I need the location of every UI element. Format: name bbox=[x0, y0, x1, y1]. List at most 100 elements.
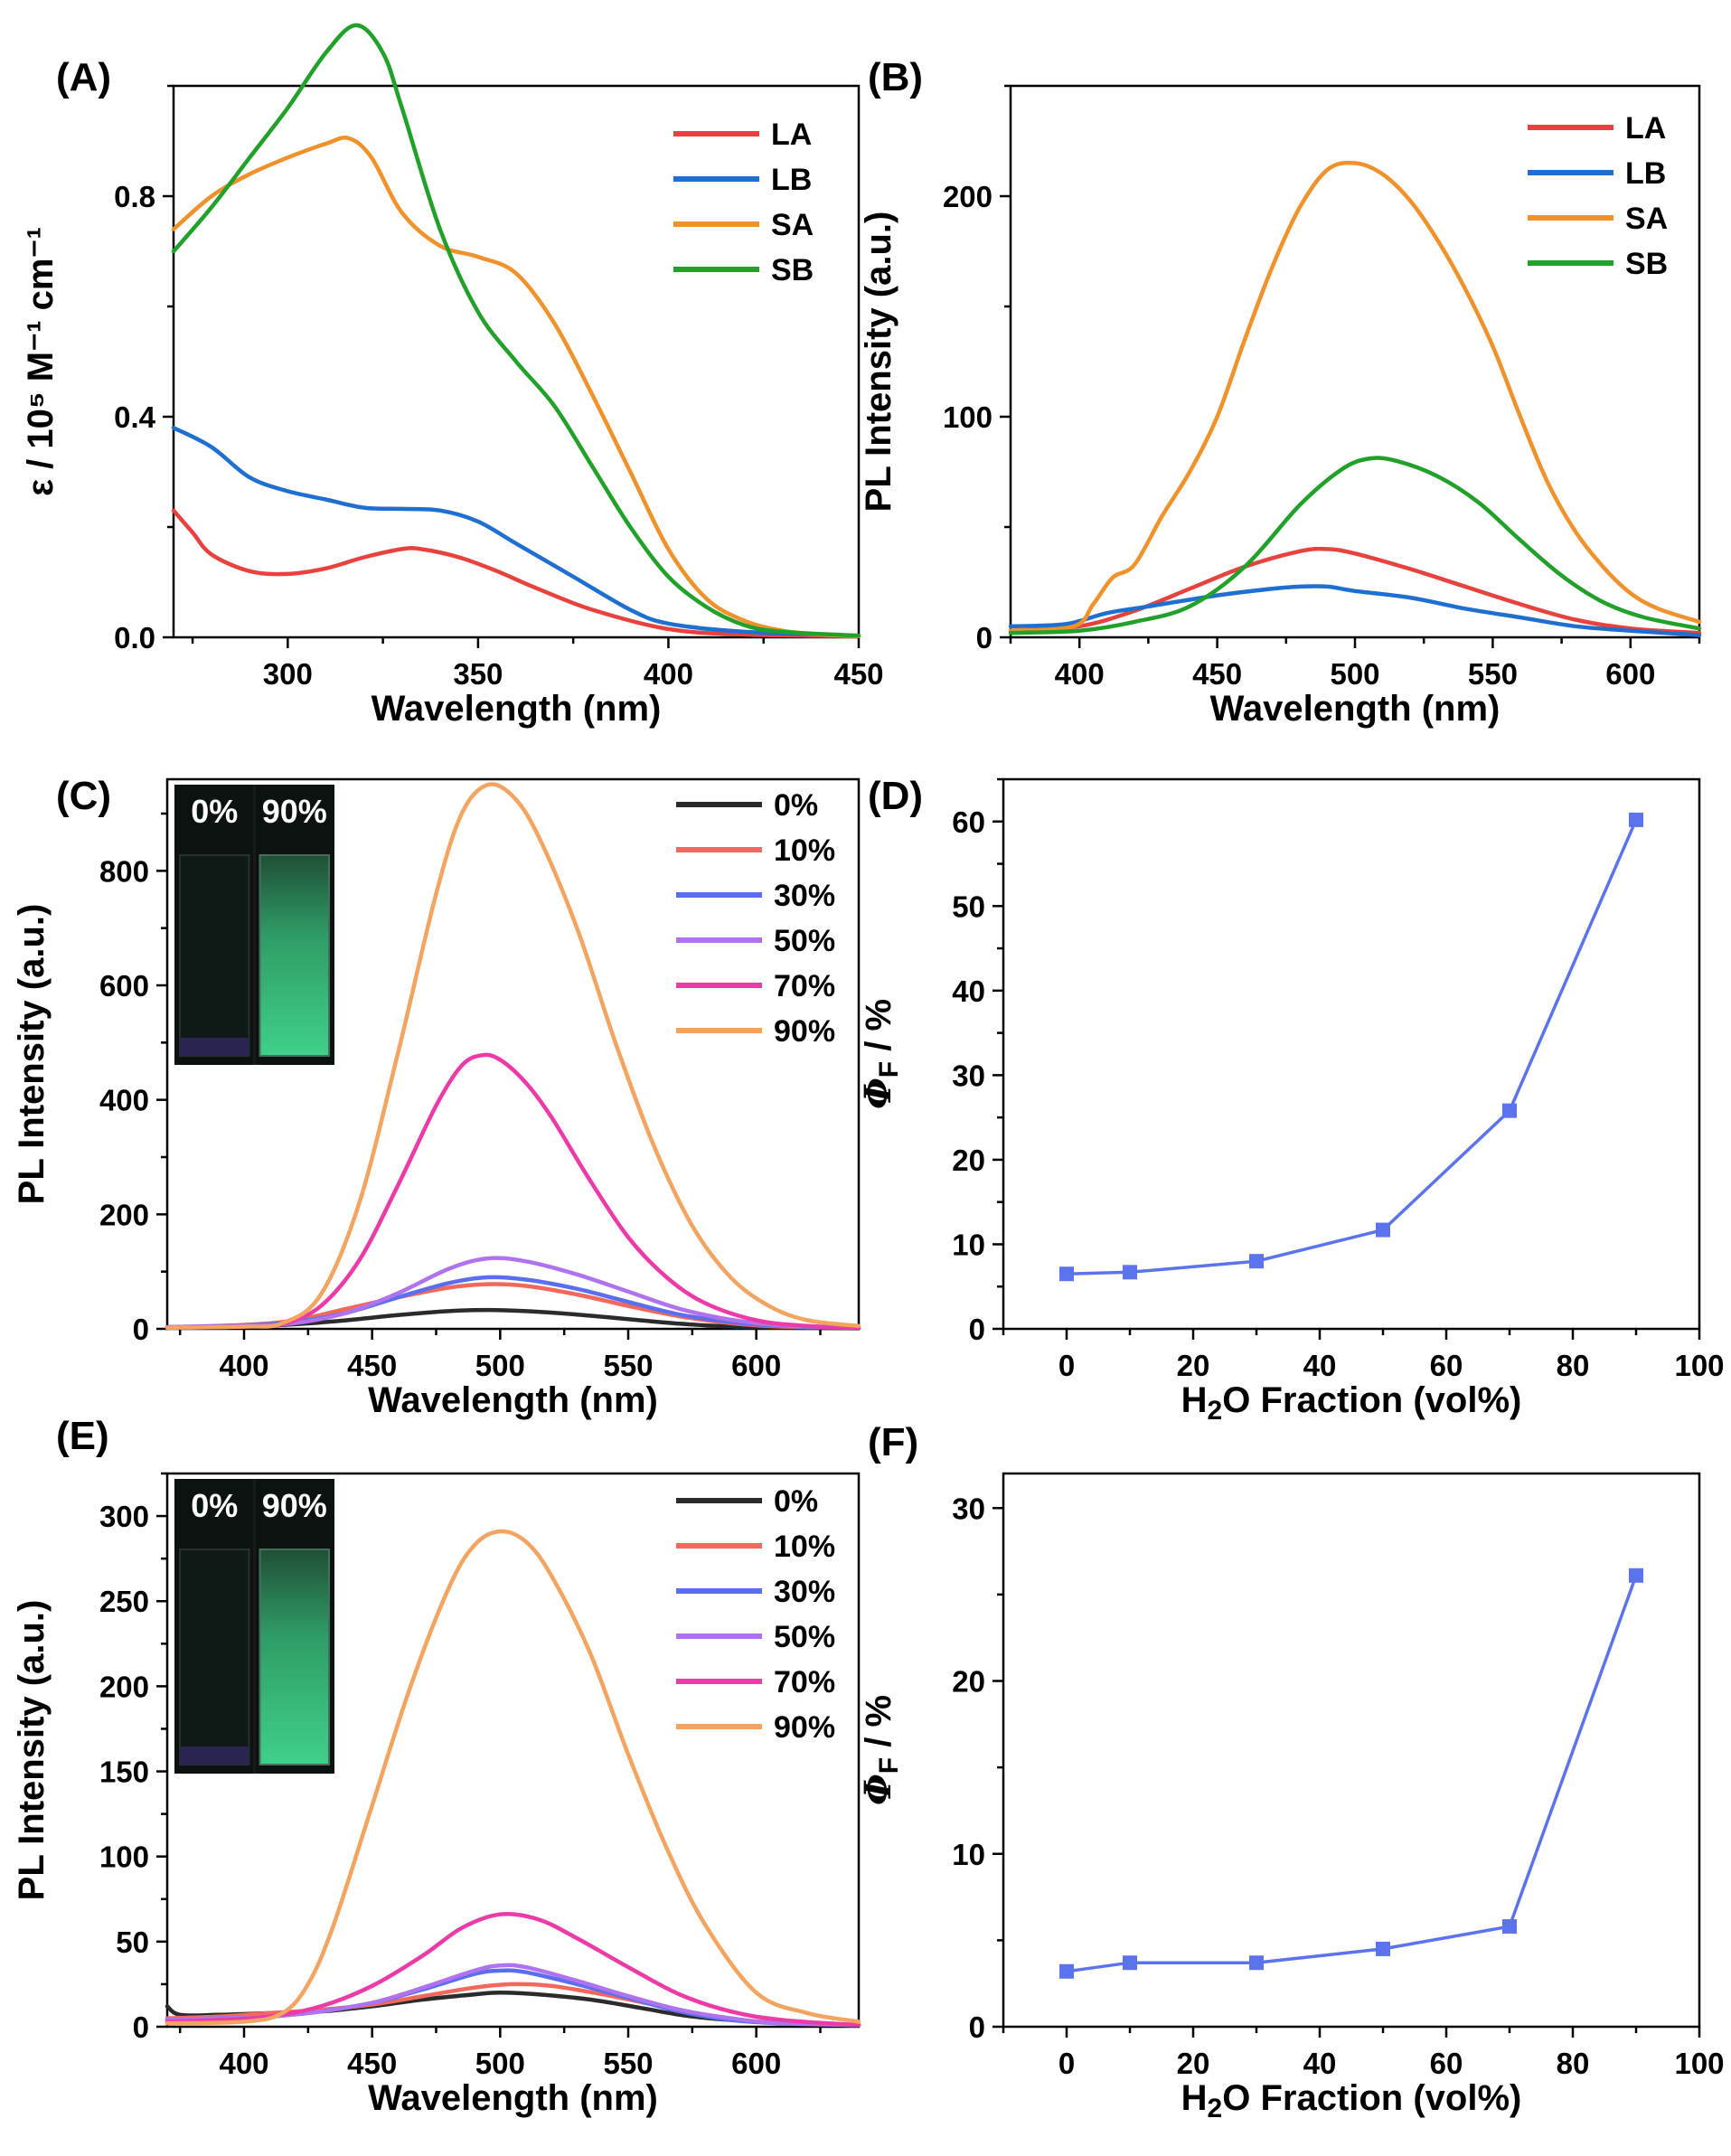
x-axis-title: Wavelength (nm) bbox=[1210, 689, 1501, 729]
series-line-90pct bbox=[165, 1529, 861, 2026]
y-tick-label: 150 bbox=[99, 1756, 149, 1789]
y-tick-label: 200 bbox=[943, 180, 993, 213]
series-connector-line bbox=[1066, 819, 1638, 1276]
data-point-marker bbox=[1123, 1265, 1137, 1280]
series-line-sb bbox=[171, 23, 861, 638]
x-axis-title-part: H bbox=[1181, 1380, 1208, 1420]
x-tick-label: 20 bbox=[1177, 2047, 1210, 2080]
panel-b: (B) 400 450 500 550 600 0 100 200 Wavelength (nm)… bbox=[859, 55, 1702, 729]
y-axis-title-phi: Φ bbox=[857, 1078, 899, 1109]
x-axis-title: Wavelength (nm) bbox=[368, 2078, 658, 2118]
inset-vial-90-percent bbox=[259, 854, 330, 1057]
legend-label: LA bbox=[771, 118, 812, 152]
y-tick-label: 10 bbox=[952, 1228, 985, 1261]
x-tick-label: 20 bbox=[1177, 1349, 1210, 1382]
data-point-marker bbox=[1502, 1103, 1517, 1118]
y-tick-label: 400 bbox=[99, 1084, 149, 1117]
y-tick-label: 200 bbox=[99, 1198, 149, 1231]
legend-label: 50% bbox=[774, 1620, 835, 1654]
data-point-marker bbox=[1376, 1941, 1390, 1956]
y-tick-label: 50 bbox=[952, 890, 985, 923]
y-tick-label: 0 bbox=[969, 1313, 985, 1346]
plot-frame bbox=[165, 1472, 861, 2029]
panel-label: (D) bbox=[868, 774, 923, 818]
x-tick-label: 450 bbox=[833, 657, 883, 691]
series-line-50pct bbox=[165, 1256, 861, 1330]
y-tick-label: 0.0 bbox=[114, 621, 155, 654]
data-point-marker bbox=[1629, 1568, 1643, 1583]
inset-label-0-percent: 0% bbox=[191, 1487, 238, 1524]
plot-frame bbox=[172, 84, 861, 639]
series-connector-line bbox=[1066, 1575, 1638, 1973]
y-axis-title-subscript: F bbox=[874, 1061, 904, 1078]
x-tick-label: 600 bbox=[1605, 657, 1655, 691]
series-line-sb bbox=[1008, 456, 1702, 636]
inset-vial-0-base-glow bbox=[180, 1038, 249, 1056]
panel-c: (C) 0% 90% 400 450 500 550 600 0 200 400 600 800 Wave… bbox=[12, 774, 861, 1420]
legend-label: 50% bbox=[774, 924, 835, 958]
inset-vial-0-base-glow bbox=[180, 1746, 249, 1765]
x-axis-title: H2O Fraction (vol%) bbox=[1181, 2078, 1522, 2123]
plot-frame bbox=[1002, 1472, 1701, 2029]
data-point-marker bbox=[1249, 1254, 1264, 1269]
x-tick-label: 600 bbox=[731, 1349, 781, 1382]
x-tick-label: 500 bbox=[475, 1349, 525, 1382]
inset-vial-0-percent bbox=[179, 1549, 250, 1765]
legend-label: SB bbox=[1625, 247, 1668, 281]
data-point-marker bbox=[1059, 1963, 1074, 1979]
panel-a: (A) 300 350 400 450 0.0 0.4 0.8 Wavelength (nm) ε… bbox=[21, 23, 884, 729]
y-tick-label: 100 bbox=[99, 1841, 149, 1874]
legend-label: 70% bbox=[774, 969, 835, 1003]
x-tick-label: 40 bbox=[1303, 2047, 1337, 2080]
legend-label: SA bbox=[1625, 202, 1668, 236]
panel-label: (E) bbox=[56, 1414, 109, 1458]
x-tick-label: 350 bbox=[453, 657, 503, 691]
x-tick-label: 80 bbox=[1557, 1349, 1590, 1382]
series-line-lb bbox=[1008, 584, 1702, 637]
x-tick-label: 300 bbox=[263, 657, 313, 691]
y-tick-label: 0 bbox=[133, 2010, 149, 2044]
panel-f: (F) 0 20 40 60 80 100 0 10 20 30 H2O Fraction (vol%… bbox=[857, 1420, 1725, 2123]
panel-label: (F) bbox=[868, 1420, 918, 1464]
legend-label: 0% bbox=[774, 788, 818, 823]
series-line-sa bbox=[1008, 160, 1702, 633]
panel-label: (B) bbox=[868, 55, 923, 99]
x-tick-label: 0 bbox=[1058, 2047, 1075, 2080]
legend-label: SA bbox=[771, 208, 814, 242]
x-axis-title-subscript: 2 bbox=[1208, 2094, 1223, 2123]
x-tick-label: 60 bbox=[1430, 1349, 1463, 1382]
data-point-marker bbox=[1123, 1955, 1137, 1971]
data-point-marker bbox=[1629, 812, 1643, 827]
legend-label: 10% bbox=[774, 1530, 835, 1564]
y-tick-label: 250 bbox=[99, 1585, 149, 1618]
y-tick-label: 30 bbox=[952, 1492, 985, 1525]
series-line-90pct bbox=[165, 782, 861, 1330]
x-tick-label: 80 bbox=[1557, 2047, 1590, 2080]
y-tick-label: 800 bbox=[99, 854, 149, 888]
legend-label: 0% bbox=[774, 1484, 818, 1519]
y-axis-title: ΦF / % bbox=[857, 999, 904, 1109]
x-tick-label: 100 bbox=[1674, 1349, 1724, 1382]
inset-vial-0-percent bbox=[179, 854, 250, 1057]
x-tick-label: 600 bbox=[731, 2047, 781, 2080]
x-tick-label: 550 bbox=[603, 2047, 653, 2080]
y-axis-title: ε / 10⁵ M⁻¹ cm⁻¹ bbox=[21, 227, 61, 496]
inset-label-0-percent: 0% bbox=[191, 793, 238, 830]
x-tick-label: 400 bbox=[1055, 657, 1105, 691]
inset-label-90-percent: 90% bbox=[262, 793, 327, 830]
y-axis-title-phi: Φ bbox=[857, 1774, 899, 1805]
series-line-lb bbox=[171, 425, 861, 638]
x-tick-label: 450 bbox=[347, 1349, 397, 1382]
panel-e: (E) 0% 90% 400 450 500 550 600 0 50 100 150 200 250 30… bbox=[12, 1414, 861, 2118]
legend-label: 10% bbox=[774, 833, 835, 868]
y-axis-title: PL Intensity (a.u.) bbox=[12, 904, 52, 1205]
y-tick-label: 200 bbox=[99, 1670, 149, 1703]
y-tick-label: 600 bbox=[99, 969, 149, 1003]
legend-label: LA bbox=[1625, 111, 1666, 146]
x-axis-title: H2O Fraction (vol%) bbox=[1181, 1380, 1522, 1426]
x-tick-label: 450 bbox=[347, 2047, 397, 2080]
legend-label: 90% bbox=[774, 1014, 835, 1049]
legend-label: 70% bbox=[774, 1665, 835, 1699]
y-axis-title-part: / % bbox=[859, 1695, 898, 1757]
